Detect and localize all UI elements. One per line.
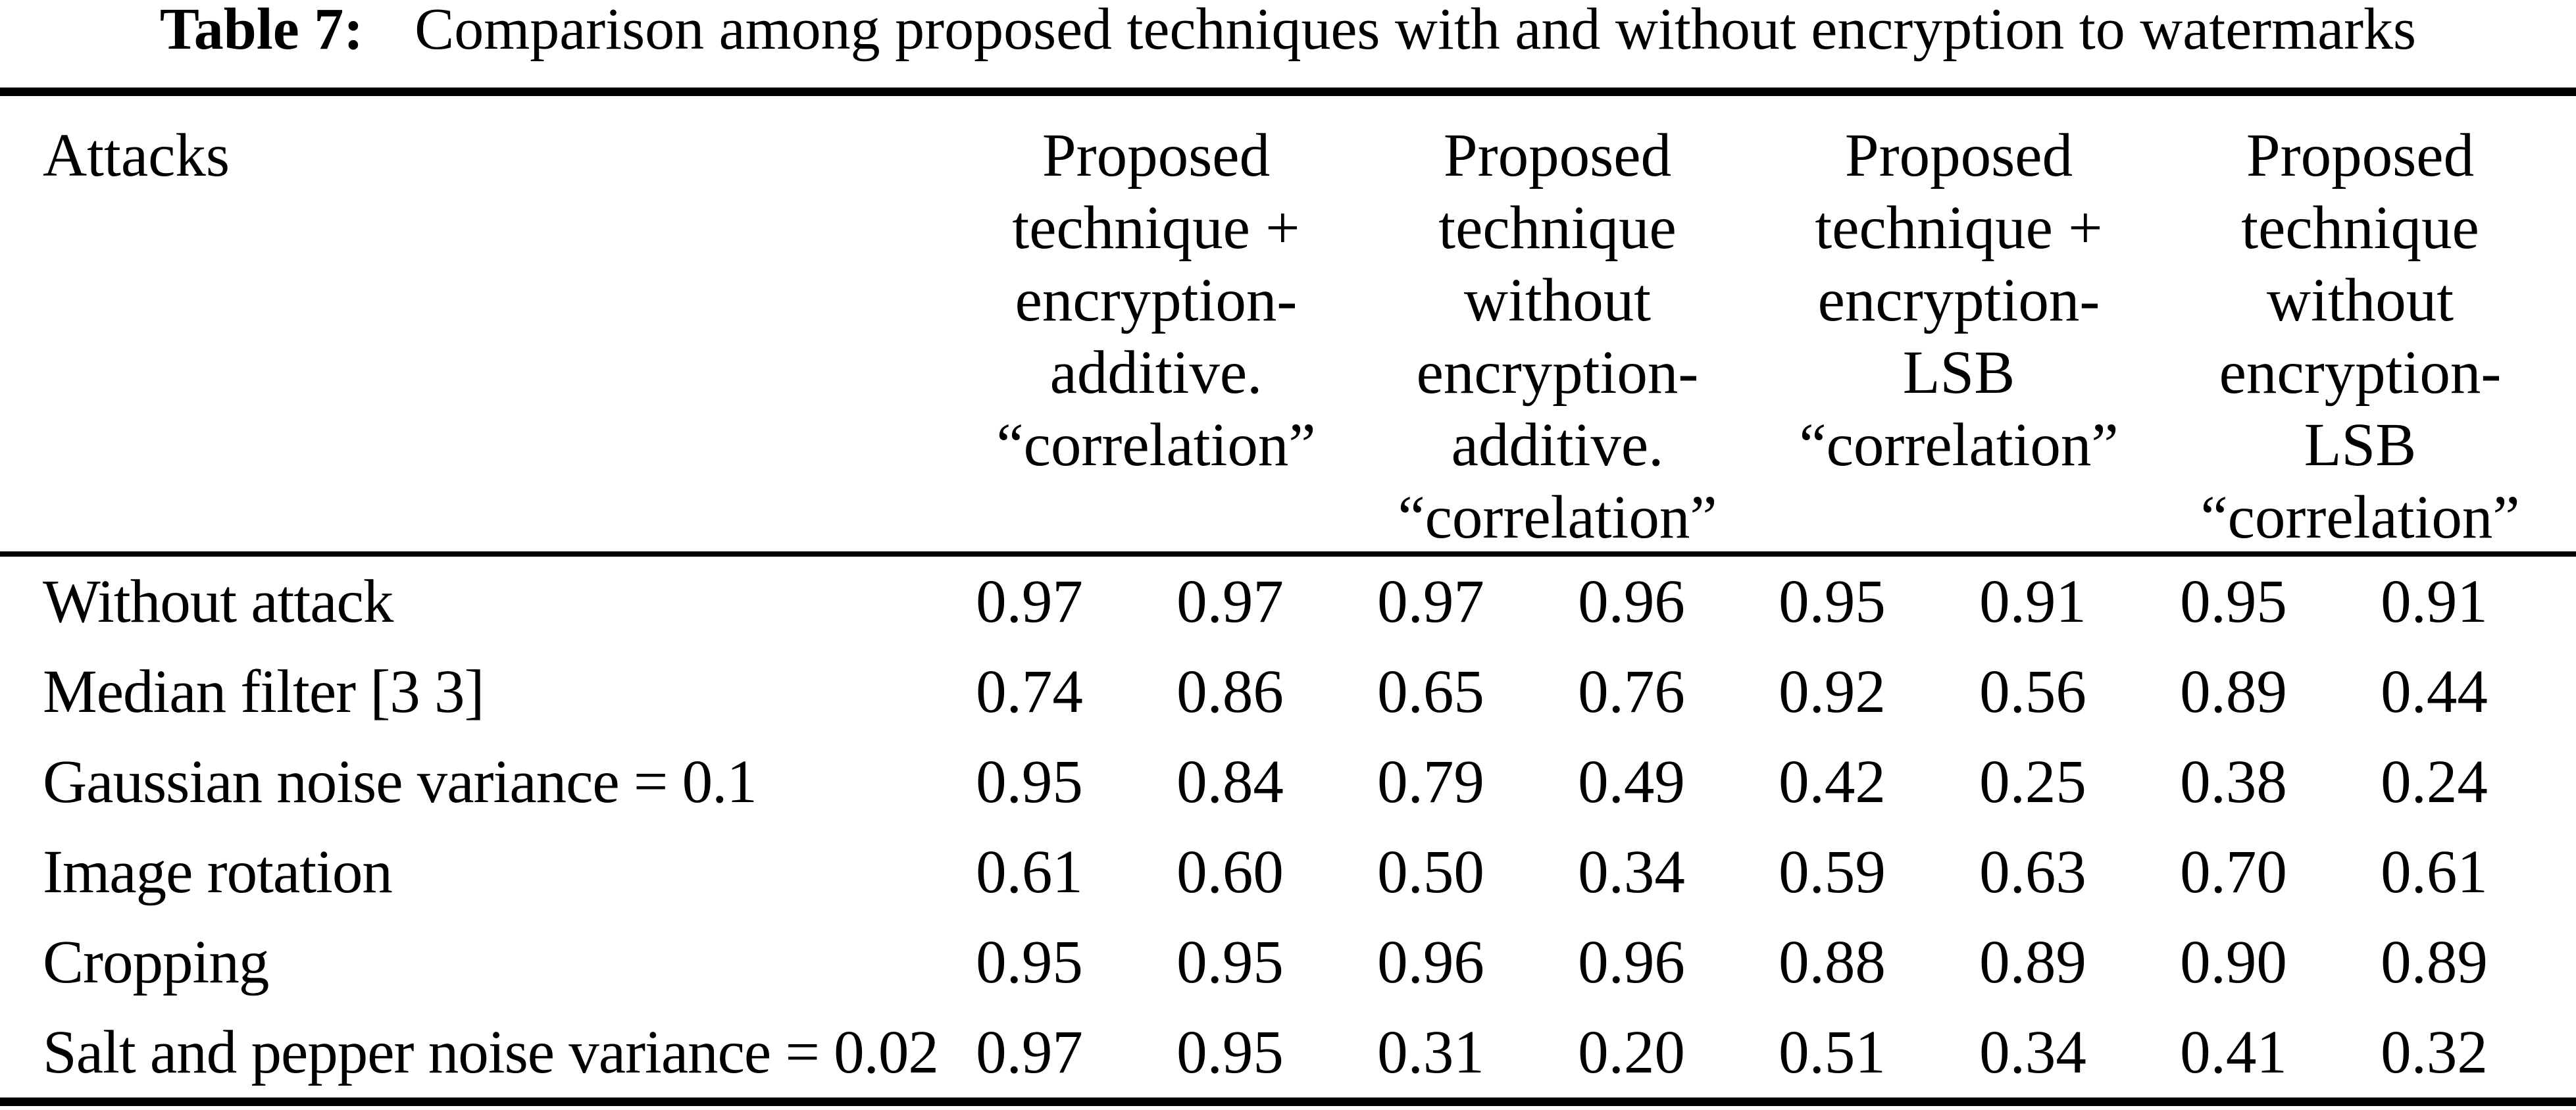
correlation-value: 0.65 [1377,658,1484,726]
correlation-value: 0.31 [1377,1019,1484,1086]
correlation-value: 0.95 [976,748,1083,816]
column-header-line: Proposed [1042,122,1271,189]
top-rule [0,88,2576,96]
column-header-line: “correlation” [1398,484,1717,551]
column-header-line: encryption- [1817,266,2100,334]
correlation-value: 0.60 [1176,838,1284,906]
correlation-value: 0.95 [2180,568,2287,636]
correlation-value: 0.34 [1979,1019,2086,1086]
column-header-line: technique + [1815,194,2103,262]
column-header-line: encryption- [2219,339,2502,407]
correlation-value: 0.97 [976,568,1083,636]
correlation-value: 0.38 [2180,748,2287,816]
correlation-value: 0.96 [1578,928,1685,996]
column-header-group-4: Proposed technique without encryption- LSB “c… [2159,96,2561,554]
attacks-column-header: Attacks [43,122,230,189]
correlation-value: 0.95 [1779,568,1886,636]
correlation-value: 0.32 [2381,1019,2488,1086]
correlation-value: 0.50 [1377,838,1484,906]
column-header-line: Proposed [2246,122,2475,189]
column-header-line: Proposed [1844,122,2073,189]
table-body: Without attack 0.97 0.97 0.97 0.96 0.95 0.91 0.… [0,557,2576,1097]
column-header-line: additive. [1451,411,1664,479]
column-header-line: “correlation” [996,411,1316,479]
correlation-value: 0.84 [1176,748,1284,816]
correlation-value: 0.74 [976,658,1083,726]
bottom-rule [0,1097,2576,1106]
attack-label: Gaussian noise variance = 0.1 [43,748,757,816]
correlation-value: 0.61 [976,838,1083,906]
column-header-line: encryption- [1416,339,1699,407]
correlation-value: 0.20 [1578,1019,1685,1086]
correlation-value: 0.95 [976,928,1083,996]
correlation-value: 0.42 [1779,748,1886,816]
correlation-value: 0.90 [2180,928,2287,996]
column-header-line: without [2266,266,2454,334]
correlation-value: 0.97 [1176,568,1284,636]
column-header-line: “correlation” [2200,484,2520,551]
attack-label: Cropping [43,928,269,996]
column-header-line: without [1463,266,1652,334]
correlation-value: 0.25 [1979,748,2086,816]
attack-label: Median filter [3 3] [43,658,485,726]
column-header-group-3: Proposed technique + encryption- LSB “correl… [1758,96,2159,554]
correlation-value: 0.63 [1979,838,2086,906]
column-header-line: technique [2241,194,2479,262]
correlation-value: 0.24 [2381,748,2488,816]
column-header-line: LSB [1902,339,2015,407]
correlation-value: 0.96 [1578,568,1685,636]
correlation-value: 0.89 [2180,658,2287,726]
correlation-value: 0.91 [1979,568,2086,636]
column-header-line: LSB [2304,411,2417,479]
attack-label: Salt and pepper noise variance = 0.02 [43,1019,939,1086]
table-header-row: Attacks Proposed technique + encryption-ad… [0,96,2576,551]
correlation-value: 0.88 [1779,928,1886,996]
column-header-group-2: Proposed technique without encryption-addit… [1357,96,1758,554]
correlation-value: 0.70 [2180,838,2287,906]
column-header-line: Proposed [1443,122,1672,189]
column-header-line: encryption- [1015,266,1298,334]
column-header-line: additive. [1049,339,1263,407]
correlation-value: 0.95 [1176,928,1284,996]
attack-label: Without attack [43,568,393,636]
attack-label: Image rotation [43,838,393,906]
correlation-value: 0.41 [2180,1019,2287,1086]
table-number: Table 7: [159,0,364,62]
correlation-value: 0.95 [1176,1019,1284,1086]
column-header-line: technique [1438,194,1677,262]
correlation-value: 0.59 [1779,838,1886,906]
correlation-value: 0.92 [1779,658,1886,726]
table-caption-text: Comparison among proposed techniques wit… [415,0,2417,62]
correlation-value: 0.49 [1578,748,1685,816]
correlation-value: 0.51 [1779,1019,1886,1086]
column-header-group-1: Proposed technique + encryption-additive. “… [955,96,1357,554]
column-header-line: technique + [1012,194,1300,262]
correlation-value: 0.79 [1377,748,1484,816]
correlation-value: 0.86 [1176,658,1284,726]
table-caption: Table 7: Comparison among proposed techn… [0,0,2576,88]
correlation-value: 0.34 [1578,838,1685,906]
correlation-value: 0.44 [2381,658,2488,726]
correlation-value: 0.91 [2381,568,2488,636]
correlation-value: 0.97 [976,1019,1083,1086]
correlation-value: 0.89 [1979,928,2086,996]
column-header-line: “correlation” [1799,411,2119,479]
correlation-value: 0.89 [2381,928,2488,996]
correlation-value: 0.97 [1377,568,1484,636]
correlation-value: 0.96 [1377,928,1484,996]
correlation-value: 0.61 [2381,838,2488,906]
correlation-value: 0.56 [1979,658,2086,726]
header-rule [0,551,2576,557]
correlation-value: 0.76 [1578,658,1685,726]
